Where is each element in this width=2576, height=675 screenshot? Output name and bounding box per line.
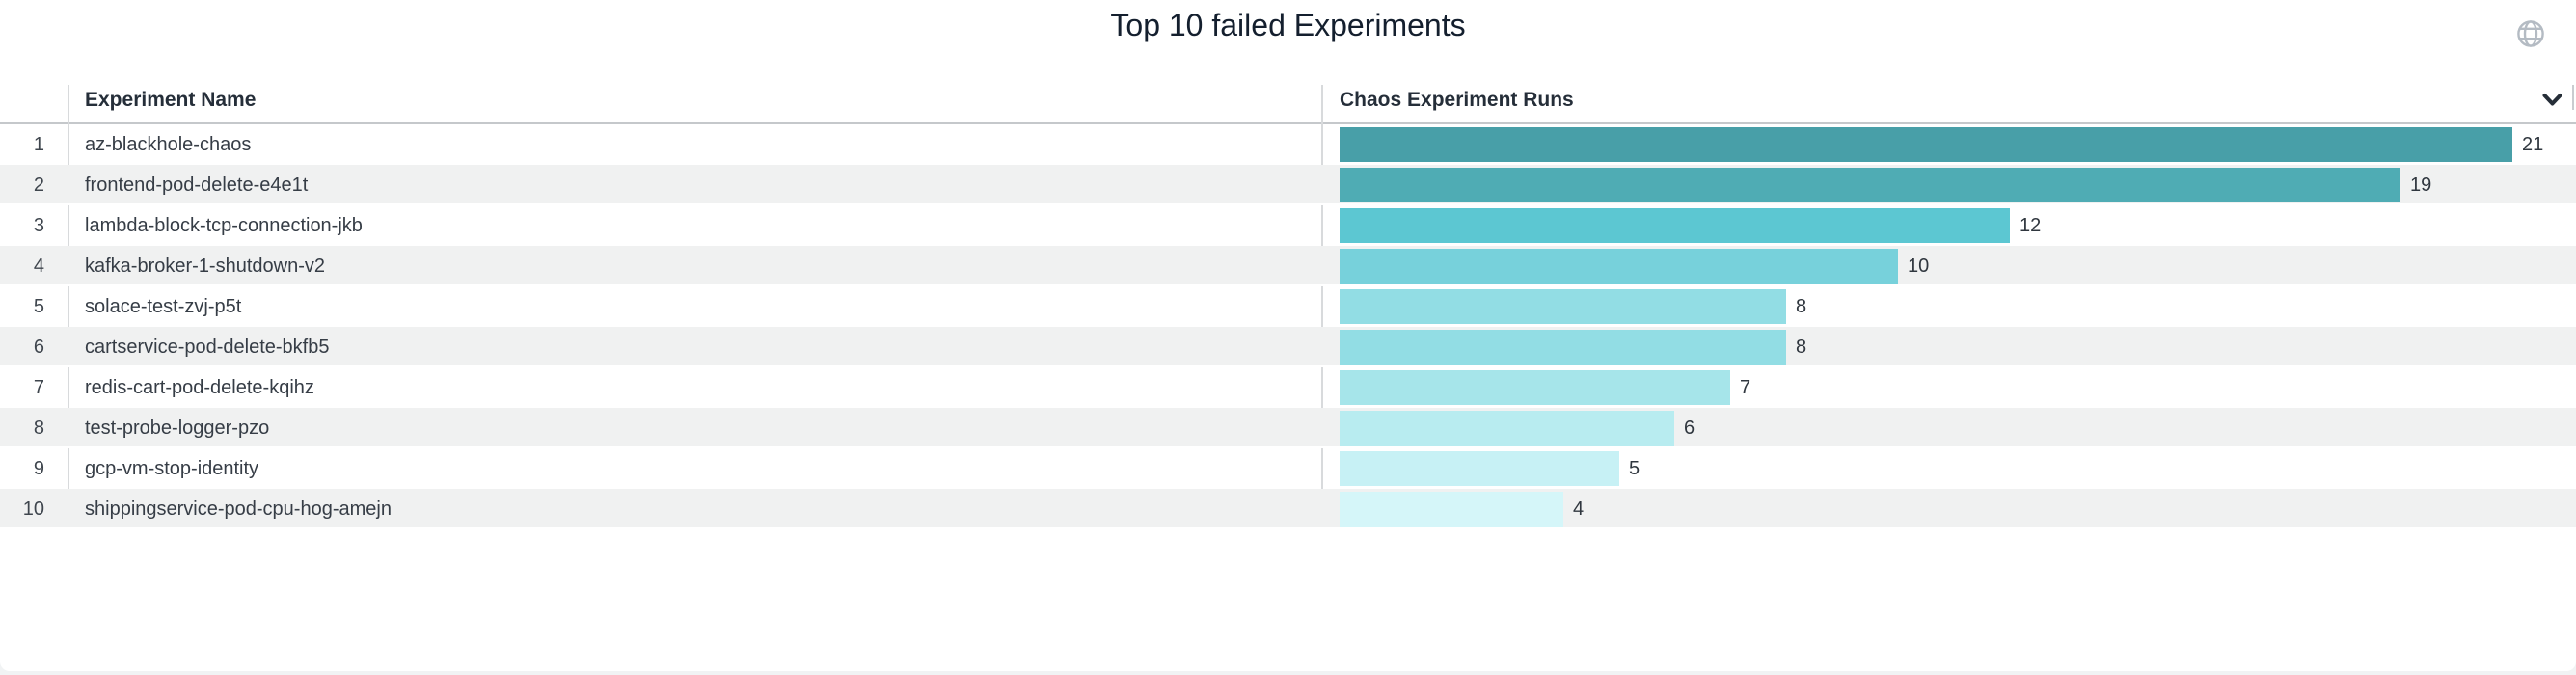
header-right-divider [2572, 85, 2574, 110]
row-rank: 6 [33, 336, 44, 358]
run-count-bar[interactable] [1340, 249, 1898, 284]
run-count-label: 8 [1796, 295, 1807, 317]
experiment-name: az-blackhole-chaos [85, 133, 252, 155]
table-row[interactable]: 10 shippingservice-pod-cpu-hog-amejn 4 [0, 489, 2576, 529]
run-count-bar[interactable] [1340, 168, 2400, 202]
run-count-label: 6 [1684, 417, 1695, 439]
bar-cell: 5 [1322, 448, 2576, 489]
experiment-name: solace-test-zvj-p5t [85, 295, 242, 317]
bar-cell: 6 [1322, 408, 2576, 448]
run-count-bar[interactable] [1340, 330, 1786, 364]
row-rank: 8 [33, 417, 44, 439]
experiment-name: cartservice-pod-delete-bkfb5 [85, 336, 330, 358]
run-count-label: 12 [2020, 214, 2042, 236]
bar-cell: 10 [1322, 246, 2576, 286]
column-header-experiment-name[interactable]: Experiment Name [85, 88, 257, 111]
column-separator-rank [68, 85, 69, 529]
row-rank: 7 [33, 376, 44, 398]
experiment-name: shippingservice-pod-cpu-hog-amejn [85, 498, 392, 520]
run-count-label: 21 [2522, 133, 2544, 155]
table-row[interactable]: 2 frontend-pod-delete-e4e1t 19 [0, 165, 2576, 205]
row-rank: 1 [33, 133, 44, 155]
row-rank: 4 [33, 255, 44, 277]
table-row[interactable]: 8 test-probe-logger-pzo 6 [0, 408, 2576, 448]
run-count-label: 8 [1796, 336, 1807, 358]
header-rule [0, 122, 2576, 124]
bar-cell: 4 [1322, 489, 2576, 529]
run-count-label: 10 [1908, 255, 1930, 277]
table-row[interactable]: 1 az-blackhole-chaos 21 [0, 124, 2576, 165]
run-count-bar[interactable] [1340, 451, 1619, 486]
bar-cell: 21 [1322, 124, 2576, 165]
row-rank: 2 [33, 174, 44, 196]
table-row[interactable]: 6 cartservice-pod-delete-bkfb5 8 [0, 327, 2576, 367]
row-rank: 3 [33, 214, 44, 236]
table-row[interactable]: 5 solace-test-zvj-p5t 8 [0, 286, 2576, 327]
row-rank: 10 [22, 498, 44, 520]
table-row[interactable]: 4 kafka-broker-1-shutdown-v2 10 [0, 246, 2576, 286]
experiment-name: test-probe-logger-pzo [85, 417, 270, 439]
run-count-bar[interactable] [1340, 492, 1563, 526]
bar-cell: 12 [1322, 205, 2576, 246]
globe-icon[interactable] [2516, 19, 2545, 48]
table-row[interactable]: 7 redis-cart-pod-delete-kqihz 7 [0, 367, 2576, 408]
row-rank: 5 [33, 295, 44, 317]
run-count-label: 4 [1573, 498, 1585, 520]
table-row[interactable]: 9 gcp-vm-stop-identity 5 [0, 448, 2576, 489]
chart-title: Top 10 failed Experiments [1110, 8, 1466, 42]
bar-cell: 19 [1322, 165, 2576, 205]
run-count-label: 5 [1629, 457, 1641, 479]
experiment-name: gcp-vm-stop-identity [85, 457, 259, 479]
bar-cell: 7 [1322, 367, 2576, 408]
table-row[interactable]: 3 lambda-block-tcp-connection-jkb 12 [0, 205, 2576, 246]
table-body: 1 az-blackhole-chaos 21 2 frontend-pod-delet… [0, 124, 2576, 529]
column-separator-runs [1321, 85, 1323, 529]
run-count-label: 19 [2410, 174, 2432, 196]
column-header-chaos-experiment-runs[interactable]: Chaos Experiment Runs [1340, 88, 1574, 111]
bar-cell: 8 [1322, 286, 2576, 327]
table-header: Experiment Name Chaos Experiment Runs [0, 77, 2576, 122]
experiment-name: kafka-broker-1-shutdown-v2 [85, 255, 325, 277]
run-count-bar[interactable] [1340, 289, 1786, 324]
chevron-down-icon[interactable] [2542, 93, 2562, 107]
bar-cell: 8 [1322, 327, 2576, 367]
run-count-label: 7 [1740, 376, 1751, 398]
experiment-name: frontend-pod-delete-e4e1t [85, 174, 309, 196]
experiment-name: lambda-block-tcp-connection-jkb [85, 214, 363, 236]
run-count-bar[interactable] [1340, 411, 1674, 446]
run-count-bar[interactable] [1340, 370, 1730, 405]
row-rank: 9 [33, 457, 44, 479]
experiment-name: redis-cart-pod-delete-kqihz [85, 376, 314, 398]
run-count-bar[interactable] [1340, 208, 2010, 243]
run-count-bar[interactable] [1340, 127, 2512, 162]
